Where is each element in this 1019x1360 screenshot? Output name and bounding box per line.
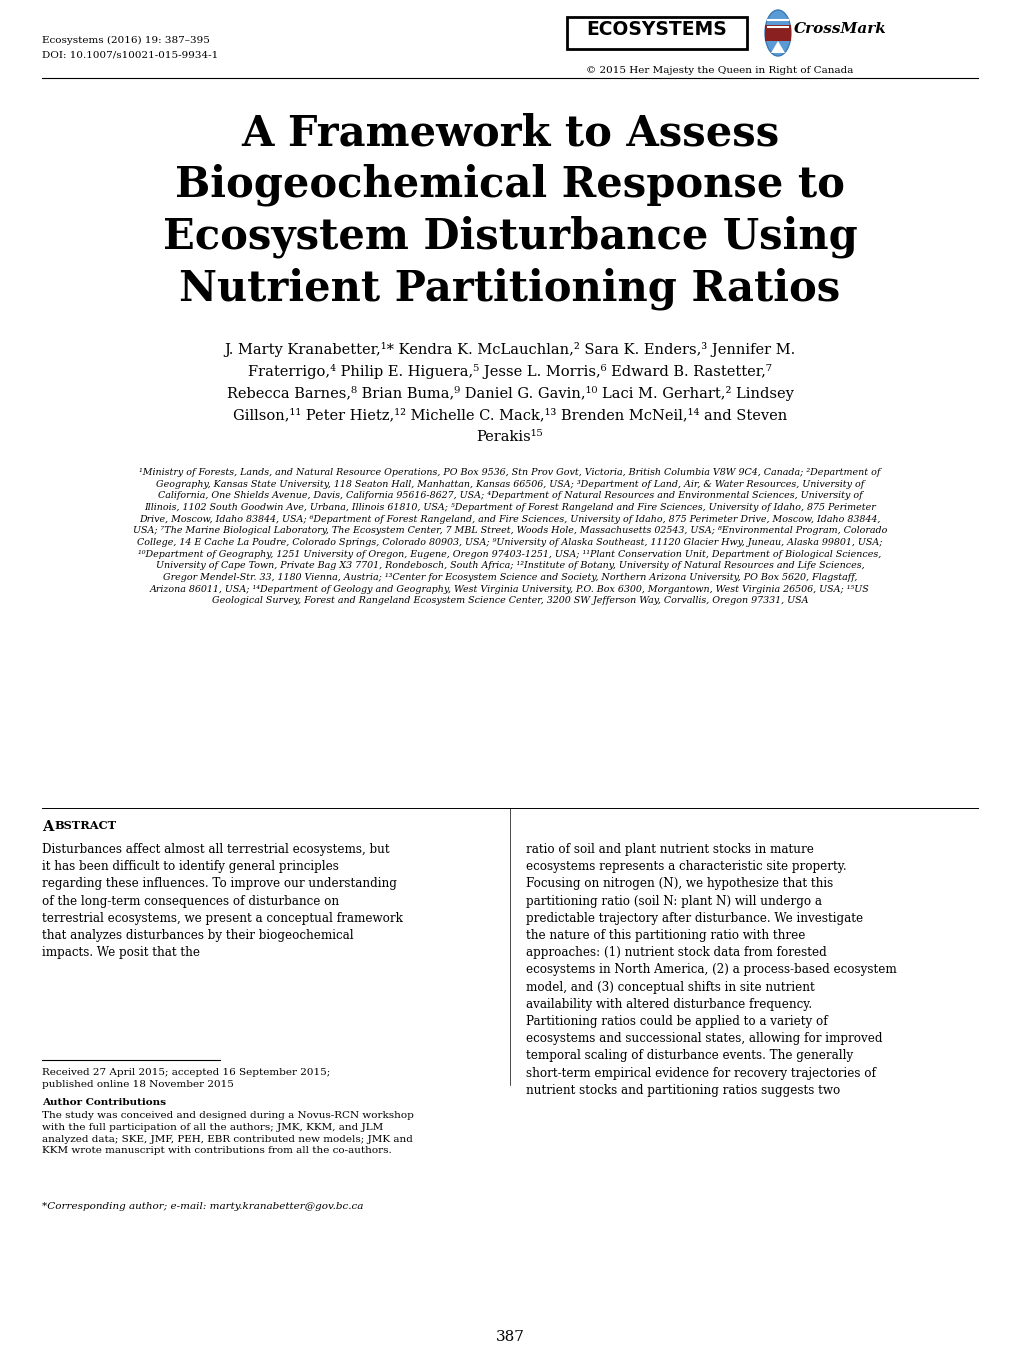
Text: Author Contributions: Author Contributions <box>42 1098 166 1107</box>
Text: Biogeochemical Response to: Biogeochemical Response to <box>175 165 844 207</box>
FancyBboxPatch shape <box>567 18 746 49</box>
Bar <box>764 24 790 41</box>
Text: CrossMark: CrossMark <box>793 22 886 35</box>
Text: ¹Ministry of Forests, Lands, and Natural Resource Operations, PO Box 9536, Stn P: ¹Ministry of Forests, Lands, and Natural… <box>132 468 887 605</box>
Text: Disturbances affect almost all terrestrial ecosystems, but
it has been difficult: Disturbances affect almost all terrestri… <box>42 843 403 959</box>
Text: Ecosystem Disturbance Using: Ecosystem Disturbance Using <box>162 216 857 258</box>
Text: Perakis¹⁵: Perakis¹⁵ <box>476 430 543 443</box>
Text: Ecosystems (2016) 19: 387–395: Ecosystems (2016) 19: 387–395 <box>42 35 210 45</box>
Text: The study was conceived and designed during a Novus-RCN workshop
with the full p: The study was conceived and designed dur… <box>42 1111 414 1156</box>
Text: Fraterrigo,⁴ Philip E. Higuera,⁵ Jesse L. Morris,⁶ Edward B. Rastetter,⁷: Fraterrigo,⁴ Philip E. Higuera,⁵ Jesse L… <box>248 364 771 379</box>
Polygon shape <box>770 41 785 53</box>
Text: ratio of soil and plant nutrient stocks in mature
ecosystems represents a charac: ratio of soil and plant nutrient stocks … <box>526 843 896 1096</box>
Text: Rebecca Barnes,⁸ Brian Buma,⁹ Daniel G. Gavin,¹⁰ Laci M. Gerhart,² Lindsey: Rebecca Barnes,⁸ Brian Buma,⁹ Daniel G. … <box>226 386 793 401</box>
Text: A: A <box>42 820 53 834</box>
Text: DOI: 10.1007/s10021-015-9934-1: DOI: 10.1007/s10021-015-9934-1 <box>42 50 218 58</box>
Text: *Corresponding author; e-mail: marty.kranabetter@gov.bc.ca: *Corresponding author; e-mail: marty.kra… <box>42 1202 363 1210</box>
Text: 387: 387 <box>495 1330 524 1344</box>
Text: Received 27 April 2015; accepted 16 September 2015;
published online 18 November: Received 27 April 2015; accepted 16 Sept… <box>42 1068 330 1089</box>
Text: BSTRACT: BSTRACT <box>54 820 116 831</box>
Text: Nutrient Partitioning Ratios: Nutrient Partitioning Ratios <box>179 268 840 310</box>
Ellipse shape <box>764 10 790 56</box>
Text: A Framework to Assess: A Framework to Assess <box>240 112 779 154</box>
Text: Gillson,¹¹ Peter Hietz,¹² Michelle C. Mack,¹³ Brenden McNeil,¹⁴ and Steven: Gillson,¹¹ Peter Hietz,¹² Michelle C. Ma… <box>232 408 787 422</box>
Text: © 2015 Her Majesty the Queen in Right of Canada: © 2015 Her Majesty the Queen in Right of… <box>586 67 853 75</box>
Text: J. Marty Kranabetter,¹* Kendra K. McLauchlan,² Sara K. Enders,³ Jennifer M.: J. Marty Kranabetter,¹* Kendra K. McLauc… <box>224 341 795 356</box>
Text: ECOSYSTEMS: ECOSYSTEMS <box>586 20 727 39</box>
